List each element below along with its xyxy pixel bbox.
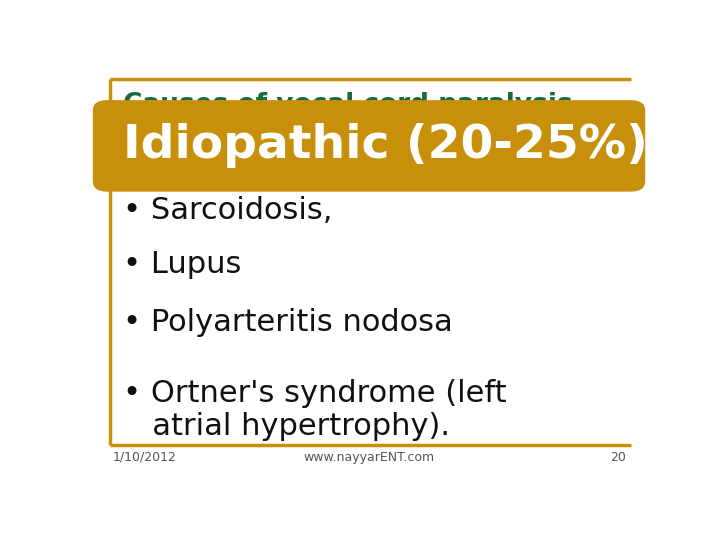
Text: Idiopathic (20-25%):: Idiopathic (20-25%):: [124, 123, 667, 168]
FancyBboxPatch shape: [93, 100, 645, 192]
Text: • Sarcoidosis,: • Sarcoidosis,: [124, 196, 333, 225]
Text: 1/10/2012: 1/10/2012: [112, 451, 176, 464]
Text: • Polyarteritis nodosa: • Polyarteritis nodosa: [124, 308, 453, 337]
Text: www.nayyarENT.com: www.nayyarENT.com: [303, 451, 435, 464]
Text: 20: 20: [610, 451, 626, 464]
Text: Causes of vocal cord paralysis: Causes of vocal cord paralysis: [124, 92, 573, 118]
Text: • Ortner's syndrome (left
   atrial hypertrophy).: • Ortner's syndrome (left atrial hypertr…: [124, 379, 507, 441]
Text: • Lupus: • Lupus: [124, 250, 242, 279]
